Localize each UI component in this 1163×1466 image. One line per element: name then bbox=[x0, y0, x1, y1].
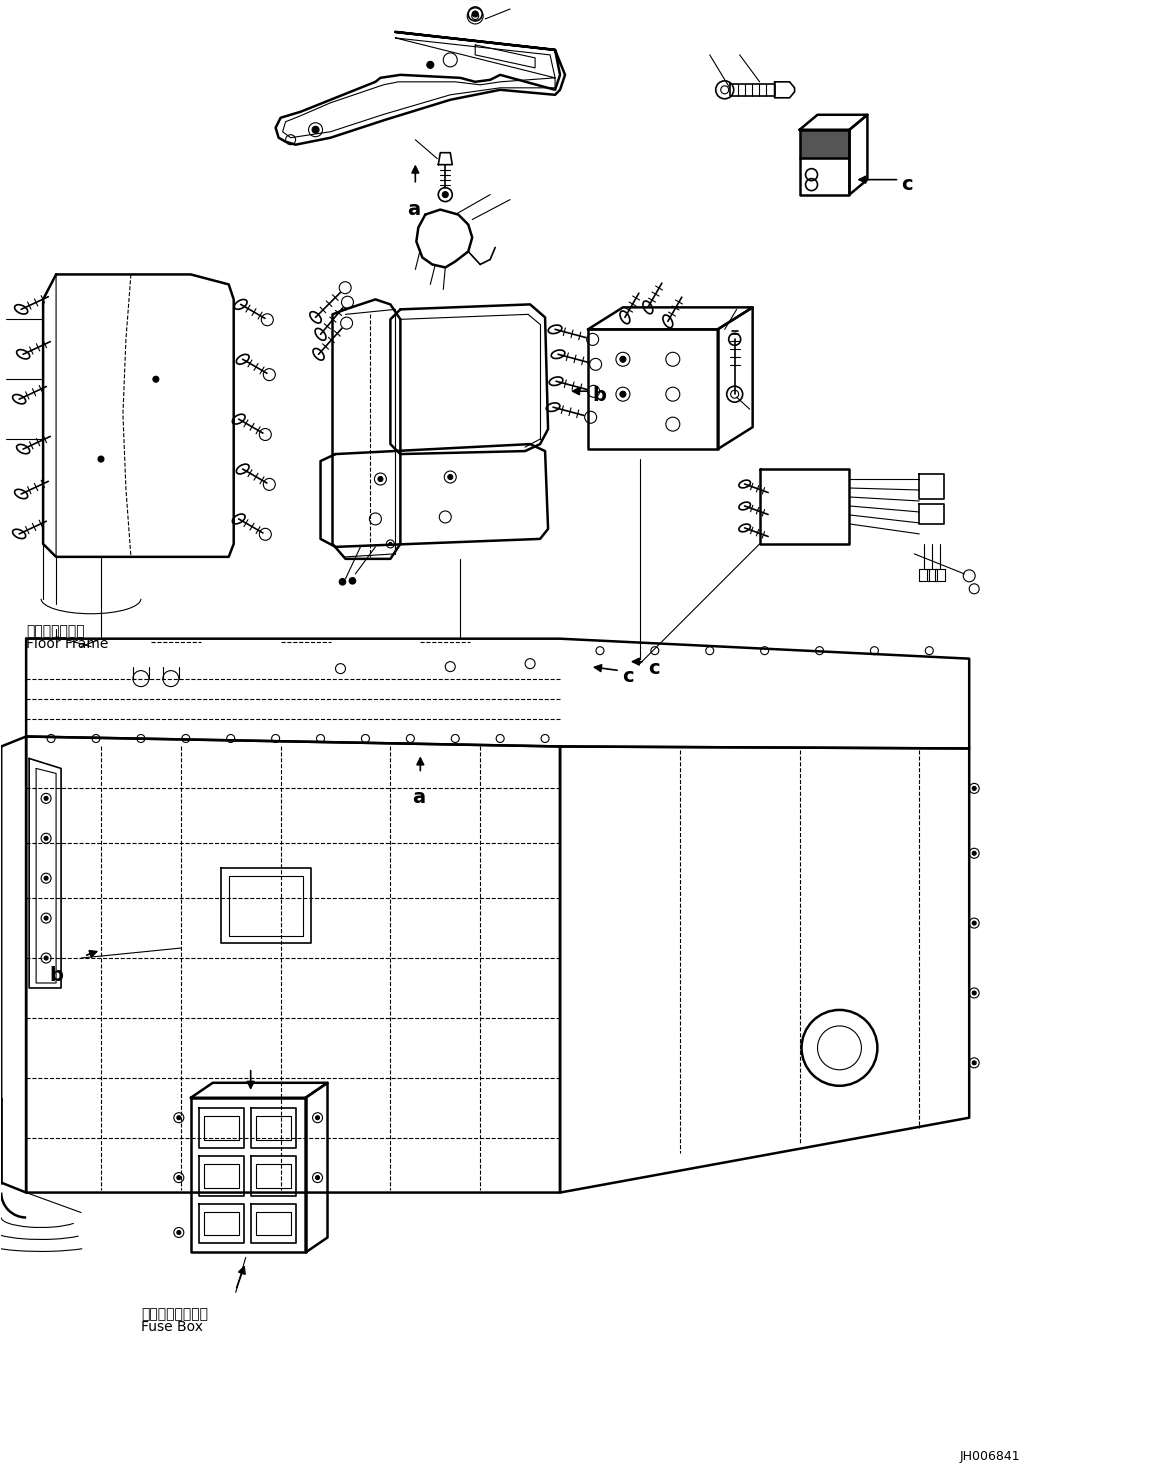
Text: c: c bbox=[648, 658, 659, 677]
Text: Fuse Box: Fuse Box bbox=[141, 1321, 202, 1334]
Circle shape bbox=[972, 991, 976, 995]
Circle shape bbox=[442, 192, 448, 198]
Circle shape bbox=[472, 10, 478, 18]
Circle shape bbox=[427, 62, 434, 69]
Text: Floor Frame: Floor Frame bbox=[26, 636, 108, 651]
Circle shape bbox=[972, 852, 976, 855]
Circle shape bbox=[44, 956, 48, 960]
Circle shape bbox=[44, 836, 48, 840]
Circle shape bbox=[378, 476, 383, 481]
Text: フューズボックス: フューズボックス bbox=[141, 1308, 208, 1321]
Circle shape bbox=[448, 475, 452, 479]
Text: フロアフレーム: フロアフレーム bbox=[26, 623, 85, 638]
Circle shape bbox=[315, 1116, 320, 1120]
Circle shape bbox=[98, 456, 104, 462]
Polygon shape bbox=[799, 129, 849, 158]
Circle shape bbox=[620, 391, 626, 397]
Text: JH006841: JH006841 bbox=[959, 1450, 1020, 1463]
Circle shape bbox=[44, 877, 48, 880]
Circle shape bbox=[340, 579, 345, 585]
Text: a: a bbox=[413, 789, 426, 808]
Circle shape bbox=[152, 377, 159, 383]
Circle shape bbox=[972, 921, 976, 925]
Circle shape bbox=[177, 1230, 180, 1234]
Text: b: b bbox=[49, 966, 63, 985]
Text: a: a bbox=[407, 199, 421, 218]
Circle shape bbox=[177, 1116, 180, 1120]
Circle shape bbox=[44, 796, 48, 800]
Circle shape bbox=[972, 786, 976, 790]
Circle shape bbox=[972, 1061, 976, 1064]
Circle shape bbox=[44, 916, 48, 921]
Circle shape bbox=[315, 1176, 320, 1180]
Circle shape bbox=[312, 126, 319, 133]
Text: c: c bbox=[901, 174, 913, 194]
Circle shape bbox=[349, 578, 356, 583]
Text: c: c bbox=[622, 667, 634, 686]
Circle shape bbox=[177, 1176, 180, 1180]
Circle shape bbox=[620, 356, 626, 362]
Text: b: b bbox=[592, 386, 606, 405]
Circle shape bbox=[388, 542, 392, 545]
